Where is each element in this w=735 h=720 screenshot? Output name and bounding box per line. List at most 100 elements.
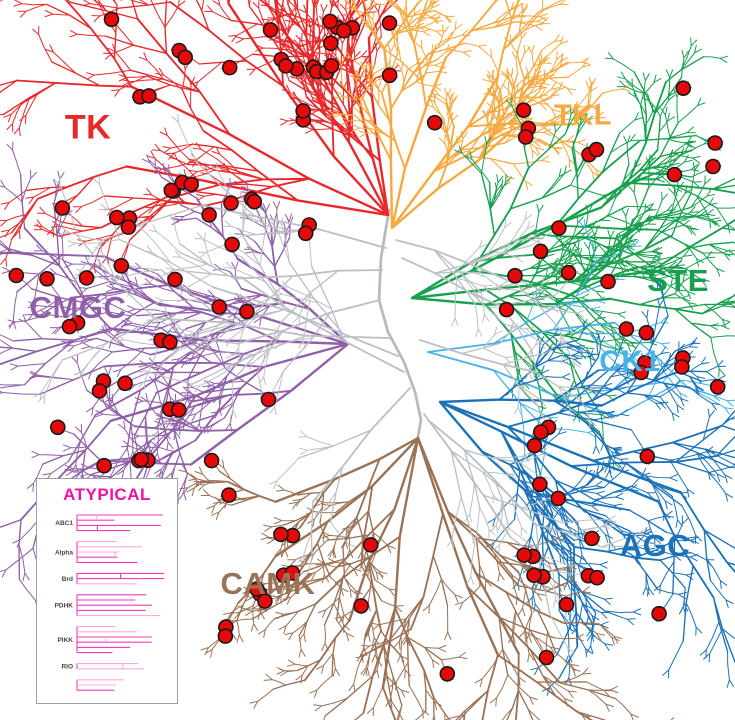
kinase-dot — [8, 267, 25, 284]
kinase-dot — [507, 267, 523, 284]
kinase-dot — [707, 135, 723, 151]
kinase-dot — [498, 301, 515, 318]
kinase-dot — [600, 273, 616, 290]
group-label-agc: AGC — [619, 528, 691, 563]
kinase-dot — [171, 402, 187, 418]
kinase-dot — [221, 487, 237, 503]
kinase-dot — [120, 219, 137, 235]
atypical-subgroup-label: ABC1 — [55, 520, 73, 527]
kinase-dot — [558, 596, 575, 613]
atypical-subgroup-label: RIO — [61, 664, 73, 671]
kinase-dot — [675, 80, 692, 96]
kinase-dot — [177, 49, 193, 66]
kinase-dot — [201, 207, 217, 223]
kinase-dot — [583, 530, 600, 547]
kinase-dot — [362, 537, 379, 553]
kinase-dot — [39, 270, 55, 287]
kinase-dot — [322, 13, 339, 30]
camk-branches — [274, 436, 520, 689]
kinase-dot — [526, 567, 542, 584]
kinase-dot — [353, 598, 369, 614]
kinase-dots — [8, 11, 726, 682]
group-label-ck1: CK1 — [599, 345, 661, 378]
kinase-dot — [78, 270, 95, 286]
kinase-dot — [651, 605, 667, 622]
kinase-dot — [674, 359, 690, 375]
kinase-dot — [246, 193, 263, 210]
kinase-dot — [639, 448, 656, 465]
ste-branches — [454, 37, 735, 471]
kinase-dot — [49, 419, 66, 436]
tree-spine — [377, 208, 423, 444]
group-label-ste: STE — [647, 263, 709, 298]
kinase-dot — [133, 451, 150, 468]
kinase-dot — [167, 271, 183, 288]
group-label-tkl: TKL — [554, 99, 612, 132]
kinase-dot — [532, 424, 549, 440]
agc-branches — [438, 398, 682, 549]
kinase-dot — [517, 129, 534, 145]
kinase-dot — [96, 457, 112, 474]
group-label-tk: TK — [64, 108, 112, 147]
kinase-dot — [141, 88, 157, 104]
kinase-dot — [217, 628, 234, 644]
kinase-dot — [550, 490, 567, 507]
group-label-cmgc: CMGC — [29, 290, 127, 325]
kinase-dot — [295, 103, 311, 119]
kinase-dot — [117, 375, 133, 392]
kinase-dot — [203, 452, 220, 469]
kinase-dot — [61, 318, 78, 335]
atypical-subgroup-label: PDHK — [55, 603, 74, 610]
kinase-dot — [526, 437, 543, 454]
agc-branches — [481, 347, 735, 648]
kinase-dot — [260, 391, 277, 408]
kinase-dot — [551, 220, 567, 236]
atypical-title: ATYPICAL — [63, 485, 151, 504]
other-branches — [154, 204, 538, 538]
kinase-dot — [262, 22, 279, 38]
cmgc-branches — [0, 197, 311, 521]
tk-branches — [0, 0, 399, 250]
kinase-dot — [91, 383, 108, 399]
kinase-dot — [516, 547, 532, 563]
kinase-dot — [560, 264, 577, 281]
kinase-dot — [589, 569, 605, 586]
kinase-dot — [381, 67, 398, 84]
kinase-dot — [323, 58, 340, 74]
atypical-subgroup-label: Alpha — [55, 549, 73, 556]
kinase-dot — [297, 225, 314, 242]
kinase-dot — [709, 379, 726, 395]
kinase-dot — [257, 593, 273, 609]
kinase-dot — [666, 166, 683, 183]
kinase-dot — [239, 303, 255, 320]
atypical-dendrogram-svg: ABC1 Alpha Brd PDHK PIKK RIO — [55, 514, 165, 691]
kinase-dot — [249, 581, 265, 597]
kinase-dot — [277, 58, 294, 74]
kinase-dot — [284, 565, 301, 581]
kinase-dot — [638, 324, 655, 341]
kinase-dot — [221, 59, 238, 76]
kinase-dot — [515, 102, 532, 118]
kinase-dot — [618, 321, 635, 337]
kinase-dot — [439, 665, 456, 682]
atypical-subgroup-label: PIKK — [57, 637, 73, 644]
atypical-inset-panel: ATYPICAL ABC1 Alpha Brd PDHK PIKK RIO — [36, 478, 178, 704]
kinase-dot — [538, 649, 555, 666]
kinase-dot — [223, 195, 239, 211]
kinase-dot — [103, 11, 120, 28]
kinase-dot — [211, 299, 227, 315]
kinase-dot — [273, 526, 289, 543]
kinase-dot — [54, 200, 71, 216]
kinase-dot — [322, 35, 339, 52]
tkl-branches — [327, 0, 631, 190]
kinase-dot — [113, 257, 130, 274]
kinase-dot — [163, 182, 180, 199]
kinase-dot — [335, 22, 352, 39]
other-branches — [34, 113, 651, 657]
kinase-dot — [183, 176, 199, 193]
atypical-subgroup-label: Brd — [62, 576, 73, 583]
kinase-dot — [531, 476, 548, 493]
kinase-dot — [532, 243, 549, 260]
group-label-camk: CAMK — [220, 566, 316, 601]
